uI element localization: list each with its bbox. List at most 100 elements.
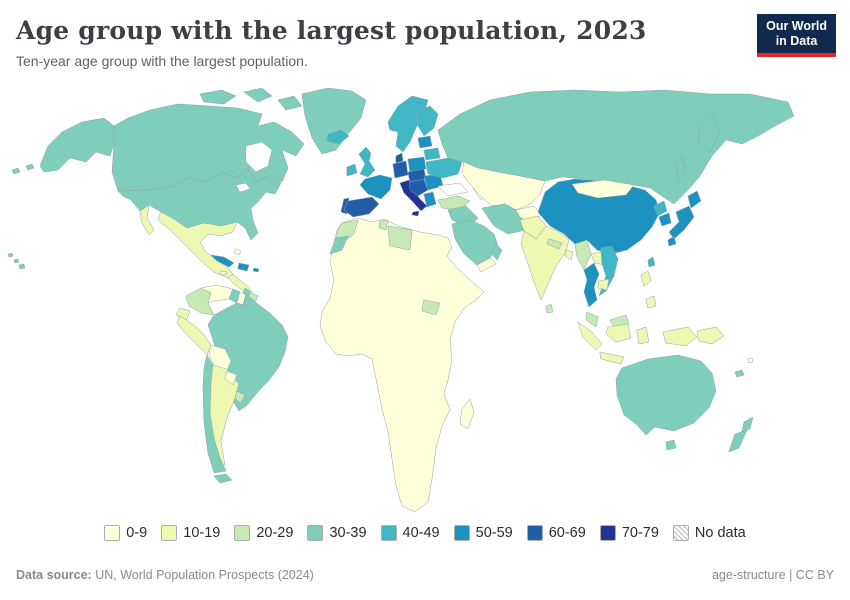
footer: Data source: UN, World Population Prospe…	[0, 550, 850, 600]
region-aleutians[interactable]	[11, 163, 35, 175]
region-philippines[interactable]	[640, 270, 657, 309]
region-new-caledonia[interactable]	[734, 369, 745, 378]
region-north-korea[interactable]	[653, 200, 668, 217]
region-western-sahara[interactable]	[329, 235, 349, 255]
region-poland[interactable]	[407, 156, 427, 173]
water-black-sea	[437, 182, 469, 197]
region-canada-arctic[interactable]	[199, 87, 303, 111]
legend-label-20-29: 20-29	[256, 525, 294, 541]
water-great-lakes	[235, 182, 251, 193]
owid-logo[interactable]: Our World in Data	[757, 14, 836, 57]
region-france[interactable]	[359, 174, 393, 200]
region-baltics[interactable]	[417, 135, 433, 149]
footer-license[interactable]: age-structure | CC BY	[711, 568, 834, 582]
legend-item-no-data[interactable]: No data	[672, 525, 746, 541]
region-norway-sweden[interactable]	[387, 95, 429, 153]
legend-item-70-79[interactable]: 70-79	[599, 525, 659, 541]
region-myanmar[interactable]	[574, 239, 592, 271]
region-greenland[interactable]	[301, 87, 367, 155]
legend-swatch-30-39	[307, 525, 324, 541]
region-australia[interactable]	[615, 354, 717, 436]
region-mexico[interactable]	[157, 211, 238, 279]
region-south-korea[interactable]	[658, 212, 672, 227]
legend-swatch-70-79	[599, 525, 616, 541]
header: Age group with the largest population, 2…	[0, 0, 850, 70]
legend-item-0-9[interactable]: 0-9	[104, 525, 147, 541]
region-bangladesh[interactable]	[564, 249, 574, 261]
region-india[interactable]	[520, 225, 570, 301]
region-germany[interactable]	[392, 160, 409, 179]
region-jamaica[interactable]	[219, 270, 228, 276]
legend-swatch-20-29	[234, 525, 251, 541]
region-taiwan[interactable]	[647, 256, 656, 268]
region-alaska[interactable]	[39, 117, 115, 173]
legend-label-50-59: 50-59	[475, 525, 513, 541]
region-oman[interactable]	[491, 243, 503, 261]
region-hawaii[interactable]	[7, 252, 26, 270]
region-central-asia[interactable]	[461, 161, 546, 211]
region-new-zealand[interactable]	[728, 416, 754, 453]
region-malaysia[interactable]	[585, 311, 630, 328]
region-paraguay[interactable]	[224, 370, 238, 386]
world-map	[0, 84, 850, 516]
region-hispaniola[interactable]	[237, 262, 250, 272]
region-sakhalin[interactable]	[675, 155, 687, 181]
legend-label-70-79: 70-79	[621, 525, 659, 541]
region-cuba[interactable]	[210, 254, 235, 268]
legend-item-60-69[interactable]: 60-69	[526, 525, 586, 541]
legend-swatch-50-59	[453, 525, 470, 541]
region-africa[interactable]	[319, 217, 485, 513]
region-ukraine[interactable]	[425, 157, 463, 179]
region-spain[interactable]	[343, 196, 380, 218]
region-tierra-del-fuego[interactable]	[213, 473, 233, 484]
region-fiji[interactable]	[747, 357, 754, 364]
region-balkans[interactable]	[409, 178, 429, 197]
region-greece[interactable]	[423, 191, 437, 208]
legend-swatch-40-49	[380, 525, 397, 541]
region-sri-lanka[interactable]	[545, 303, 554, 314]
region-iceland[interactable]	[326, 129, 350, 145]
data-source-label: Data source:	[16, 568, 92, 582]
page-subtitle: Ten-year age group with the largest popu…	[16, 53, 308, 69]
region-libya[interactable]	[387, 225, 413, 251]
region-peru[interactable]	[176, 315, 212, 356]
owid-logo-line1: Our World	[766, 19, 827, 33]
legend-item-50-59[interactable]: 50-59	[453, 525, 513, 541]
region-belarus[interactable]	[423, 147, 441, 161]
region-cambodia[interactable]	[597, 278, 610, 291]
region-chile[interactable]	[202, 354, 227, 474]
region-kamchatka[interactable]	[697, 113, 721, 153]
legend-label-60-69: 60-69	[548, 525, 586, 541]
region-tunisia[interactable]	[378, 219, 389, 231]
legend-item-40-49[interactable]: 40-49	[380, 525, 440, 541]
region-papua-new-guinea[interactable]	[696, 326, 725, 345]
region-south-sudan[interactable]	[421, 299, 441, 316]
region-iran[interactable]	[481, 203, 529, 235]
region-thailand[interactable]	[583, 262, 600, 308]
data-source: Data source: UN, World Population Prospe…	[16, 568, 314, 582]
region-puerto-rico[interactable]	[252, 267, 260, 273]
legend-item-10-19[interactable]: 10-19	[161, 525, 220, 541]
region-indonesia[interactable]	[577, 321, 698, 365]
region-saudi-arabia[interactable]	[451, 219, 499, 266]
region-yemen[interactable]	[476, 257, 497, 273]
region-baja[interactable]	[139, 204, 155, 236]
region-japan[interactable]	[667, 190, 702, 247]
region-venezuela[interactable]	[200, 284, 234, 304]
legend-swatch-0-9	[104, 525, 121, 541]
legend-item-30-39[interactable]: 30-39	[307, 525, 367, 541]
legend-swatch-no-data	[672, 525, 689, 541]
region-turkey[interactable]	[437, 195, 471, 211]
page-title: Age group with the largest population, 2…	[16, 16, 647, 45]
region-mongolia[interactable]	[571, 179, 635, 199]
region-nepal[interactable]	[546, 238, 563, 250]
region-finland[interactable]	[415, 105, 439, 137]
region-bahamas[interactable]	[233, 248, 242, 256]
region-denmark[interactable]	[395, 152, 404, 164]
region-uk[interactable]	[358, 146, 376, 178]
region-tasmania[interactable]	[665, 439, 677, 451]
region-uruguay[interactable]	[234, 390, 246, 404]
region-ireland[interactable]	[346, 163, 358, 177]
region-madagascar[interactable]	[459, 398, 475, 430]
legend-item-20-29[interactable]: 20-29	[234, 525, 293, 541]
